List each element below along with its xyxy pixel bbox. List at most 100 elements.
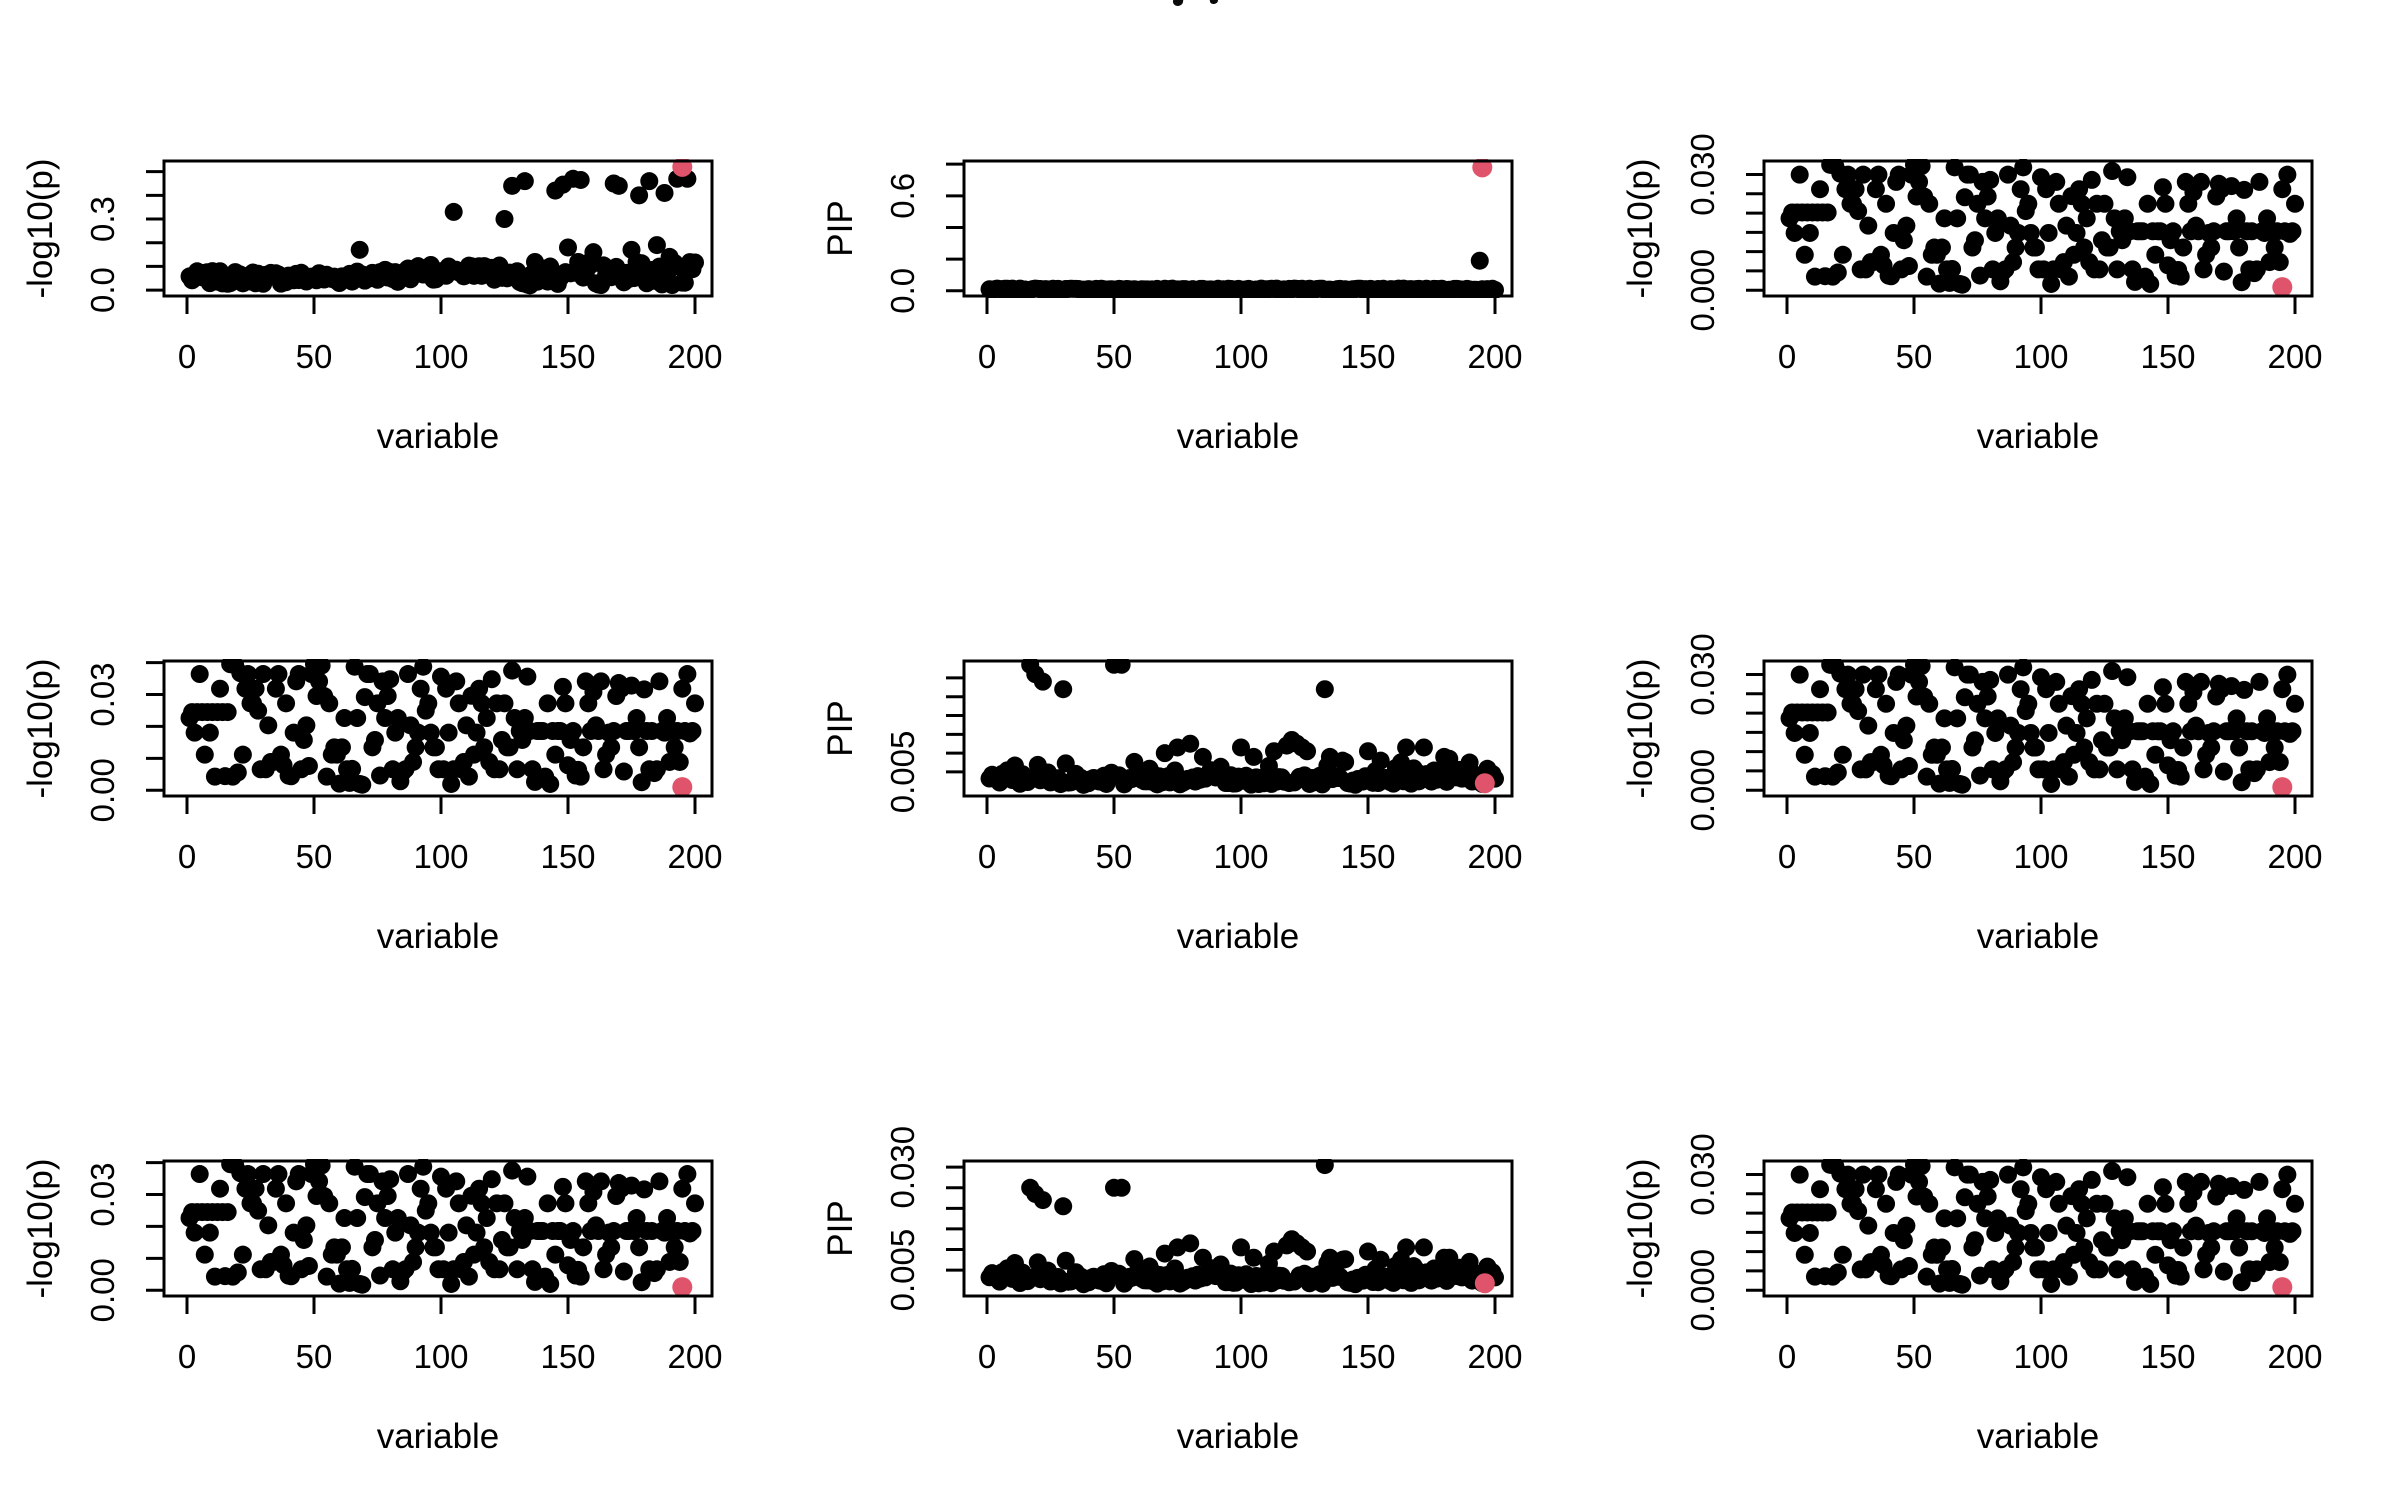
data-point [1785, 223, 1804, 242]
data-point [2090, 260, 2109, 279]
data-point [1920, 694, 1939, 713]
data-point [1244, 747, 1263, 766]
scatter-panel-r2c1: 0 50 100 150 200 variable 0.00 0.03 -log10(p) [21, 658, 723, 956]
data-point [2227, 709, 2246, 728]
plot-box [162, 1159, 714, 1298]
data-point [1846, 1180, 1865, 1199]
data-point [2202, 238, 2221, 257]
data-point [477, 1209, 496, 1228]
data-point [1838, 665, 1857, 684]
data-point [1910, 672, 1929, 691]
x-tick-label: 200 [2267, 1338, 2322, 1375]
data-point [1935, 209, 1954, 228]
data-point [604, 722, 623, 741]
x-axis-title: variable [377, 1417, 500, 1456]
highlight-point [672, 1277, 693, 1298]
data-point [2077, 709, 2096, 728]
data-point [2039, 723, 2058, 742]
data-point [233, 1245, 252, 1264]
data-point [2171, 267, 2190, 286]
data-point [1371, 751, 1390, 770]
data-point [2250, 1172, 2269, 1191]
data-point [2153, 1178, 2172, 1197]
plot-box [162, 659, 714, 798]
points-layer [180, 659, 704, 798]
data-point [2278, 165, 2297, 184]
x-tick-label: 0 [1778, 338, 1796, 375]
x-tick-label: 50 [1096, 838, 1133, 875]
data-point [439, 723, 458, 742]
data-point [2103, 162, 2122, 181]
y-axis-title: -log10(p) [1621, 158, 1660, 298]
data-point [2174, 238, 2193, 257]
data-point [1846, 680, 1865, 699]
data-point [541, 774, 560, 793]
data-point [541, 1274, 560, 1293]
data-point [1181, 734, 1200, 753]
data-point [556, 694, 575, 713]
data-point [602, 738, 621, 757]
data-point [467, 1223, 486, 1242]
data-point [1965, 231, 1984, 250]
data-point [1948, 709, 1967, 728]
data-point [294, 730, 313, 749]
data-point [2019, 694, 2038, 713]
data-point [439, 1223, 458, 1242]
data-point [211, 679, 230, 698]
data-point [467, 723, 486, 742]
data-point [2047, 1172, 2066, 1191]
data-point [553, 1177, 572, 1196]
data-point [1232, 738, 1250, 757]
x-tick-label: 0 [978, 1338, 996, 1375]
y-tick-label: 0.00 [84, 1258, 121, 1322]
scatter-panel-r1c3: 0 50 100 150 200 variable 0.000 0.030 -log10(p) [1621, 133, 2323, 456]
data-point [320, 694, 339, 713]
data-point [2227, 1209, 2246, 1228]
scatter-panel-r3c3: 0 50 100 150 200 variable 0.000 0.030 -log10(p) [1621, 1133, 2323, 1456]
data-point [378, 1187, 397, 1206]
x-tick-label: 150 [1340, 338, 1395, 375]
data-point [1790, 165, 1809, 184]
x-axis: 0 50 100 150 200 variable [178, 796, 723, 956]
data-point [2202, 738, 2221, 757]
data-point [670, 1252, 689, 1271]
data-point [312, 659, 331, 675]
data-point [1998, 165, 2017, 184]
data-point [2156, 694, 2175, 713]
data-point [1897, 716, 1916, 735]
data-point [2138, 194, 2157, 213]
data-point [365, 1230, 384, 1249]
data-point [2138, 1194, 2157, 1213]
data-point [411, 1179, 430, 1198]
data-point [1953, 1275, 1972, 1294]
points-layer [980, 159, 1504, 298]
data-point [1877, 194, 1896, 213]
data-point [686, 694, 704, 713]
data-point [2006, 738, 2025, 757]
data-point [1965, 1231, 1984, 1250]
y-axis: 0.005 0.030 PIP [821, 1126, 964, 1311]
data-point [538, 694, 557, 713]
data-point [1359, 742, 1377, 761]
data-point [2235, 180, 2254, 199]
data-point [2286, 1194, 2304, 1213]
data-point [1932, 238, 1951, 257]
data-point [2090, 1260, 2109, 1279]
data-point [185, 723, 204, 742]
data-point [553, 677, 572, 696]
data-point [1244, 1248, 1263, 1267]
data-point [2082, 1170, 2101, 1189]
data-point [2059, 767, 2078, 786]
x-tick-label: 200 [1467, 338, 1522, 375]
data-point [1943, 759, 1962, 778]
data-point [630, 186, 649, 205]
data-point [2095, 694, 2114, 713]
data-point [546, 745, 565, 764]
data-point [426, 1238, 445, 1257]
highlight-point [2272, 1277, 2293, 1298]
data-point [1811, 680, 1830, 699]
data-point [1854, 665, 1873, 684]
data-point [1889, 665, 1908, 684]
data-point [2011, 180, 2030, 199]
data-point [1849, 702, 1868, 721]
